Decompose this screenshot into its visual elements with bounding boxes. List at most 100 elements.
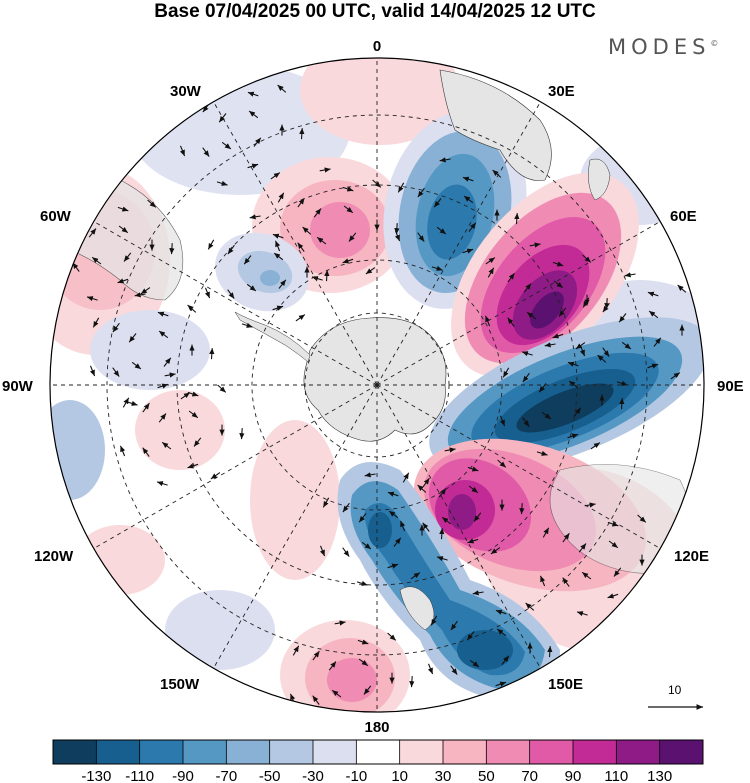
wind-arrow [699, 328, 704, 340]
wind-arrow [388, 510, 399, 519]
wind-arrow [313, 208, 322, 218]
colorbar-swatch [269, 740, 314, 764]
colorbar: -130 -110 -90 -70 -50 -30 -10 10 30 50 70 90 110 130 [52, 739, 704, 783]
colorbar-swatch [226, 740, 271, 764]
africa [439, 69, 552, 181]
wind-arrow [536, 450, 548, 456]
colorbar-swatch [313, 740, 357, 764]
wind-arrow [253, 137, 262, 147]
lon-label-90e: 90E [717, 378, 744, 395]
wind-arrow [270, 172, 281, 180]
wind-arrow [573, 407, 582, 417]
lon-label-60w: 60W [40, 208, 72, 225]
wind-arrow [249, 214, 261, 220]
wind-arrow [607, 593, 619, 599]
colorbar-tick-label: -30 [302, 768, 324, 783]
wind-arrow [463, 195, 474, 204]
wind-arrow [217, 384, 227, 393]
wind-arrow [112, 322, 120, 333]
colorbar-swatch [486, 740, 531, 764]
lon-label-150w: 150W [160, 676, 200, 693]
wind-arrow [514, 213, 520, 225]
wind-arrow [342, 186, 354, 192]
wind-arrow [485, 257, 496, 265]
wind-arrow [72, 217, 80, 228]
wind-arrow [164, 372, 176, 378]
wind-arrow [361, 541, 372, 550]
wind-arrow [179, 145, 186, 157]
colorbar-swatch [356, 740, 401, 764]
wind-arrow [402, 472, 410, 483]
wind-arrow [607, 521, 619, 527]
wind-arrow [431, 265, 443, 271]
wind-arrow [575, 342, 586, 350]
wind-arrow [187, 391, 199, 397]
wind-arrow [552, 261, 564, 267]
wind-arrow [393, 537, 402, 547]
wind-arrow [487, 267, 495, 278]
colorbar-tick-label: -130 [81, 768, 111, 783]
wind-arrow [472, 590, 484, 596]
colorbar-tick-label: 10 [391, 768, 408, 783]
wind-arrow [319, 167, 331, 173]
wind-arrow [209, 348, 215, 360]
lon-label-0: 0 [373, 38, 381, 55]
wind-arrow [659, 558, 665, 570]
wind-arrow [624, 272, 636, 278]
wind-arrow [501, 655, 510, 665]
wind-arrow [134, 292, 146, 298]
wind-arrow [397, 182, 405, 193]
colorbar-tick-label: -50 [259, 768, 281, 783]
wind-arrow [295, 314, 306, 322]
wind-arrow [602, 347, 610, 357]
colorbar-swatch [443, 740, 487, 764]
wind-arrow [521, 351, 533, 357]
wind-arrow [180, 392, 191, 400]
positive-anomaly-60e [451, 172, 639, 378]
positive-anomaly-180 [280, 620, 410, 712]
wind-arrow [126, 400, 138, 406]
wind-arrow [342, 547, 350, 557]
wind-arrow [433, 198, 442, 208]
colorbar-tick-label: -90 [172, 768, 194, 783]
wind-arrow [492, 169, 502, 178]
wind-arrow [50, 260, 56, 272]
wind-arrow [544, 342, 556, 348]
reference-vector: 10 [648, 683, 703, 710]
wind-arrow [576, 611, 588, 617]
wind-arrow [272, 305, 284, 311]
lon-label-60e: 60E [670, 208, 697, 225]
colorbar-tick-label: -70 [215, 768, 237, 783]
wind-arrow [239, 428, 245, 440]
wind-arrow [439, 528, 445, 540]
wind-arrow [158, 413, 167, 423]
wind-arrow [218, 113, 227, 123]
wind-arrow [247, 91, 259, 97]
wind-arrow [648, 310, 659, 319]
colorbar-swatch [529, 740, 574, 764]
wind-arrow [468, 485, 479, 494]
wind-arrow [227, 289, 235, 299]
wind-arrow [647, 291, 659, 297]
wind-arrow [358, 658, 369, 667]
wind-arrow [89, 365, 96, 377]
wind-arrow [331, 689, 342, 698]
wind-arrow [297, 242, 305, 252]
wind-arrow [297, 197, 305, 208]
wind-arrow [525, 602, 535, 611]
wind-arrow [677, 284, 687, 293]
wind-arrow [248, 110, 259, 119]
wind-arrow [462, 176, 474, 182]
wind-arrow [363, 685, 372, 695]
wind-arrow [358, 513, 367, 523]
lon-label-120w: 120W [34, 548, 74, 565]
wind-arrow [542, 527, 550, 538]
wind-arrow [670, 372, 681, 380]
graticule [50, 58, 704, 712]
wind-arrow [523, 283, 532, 293]
wind-arrow [117, 278, 129, 284]
wind-arrow [292, 645, 300, 656]
wind-arrow [502, 367, 510, 378]
wind-arrow [131, 361, 142, 370]
